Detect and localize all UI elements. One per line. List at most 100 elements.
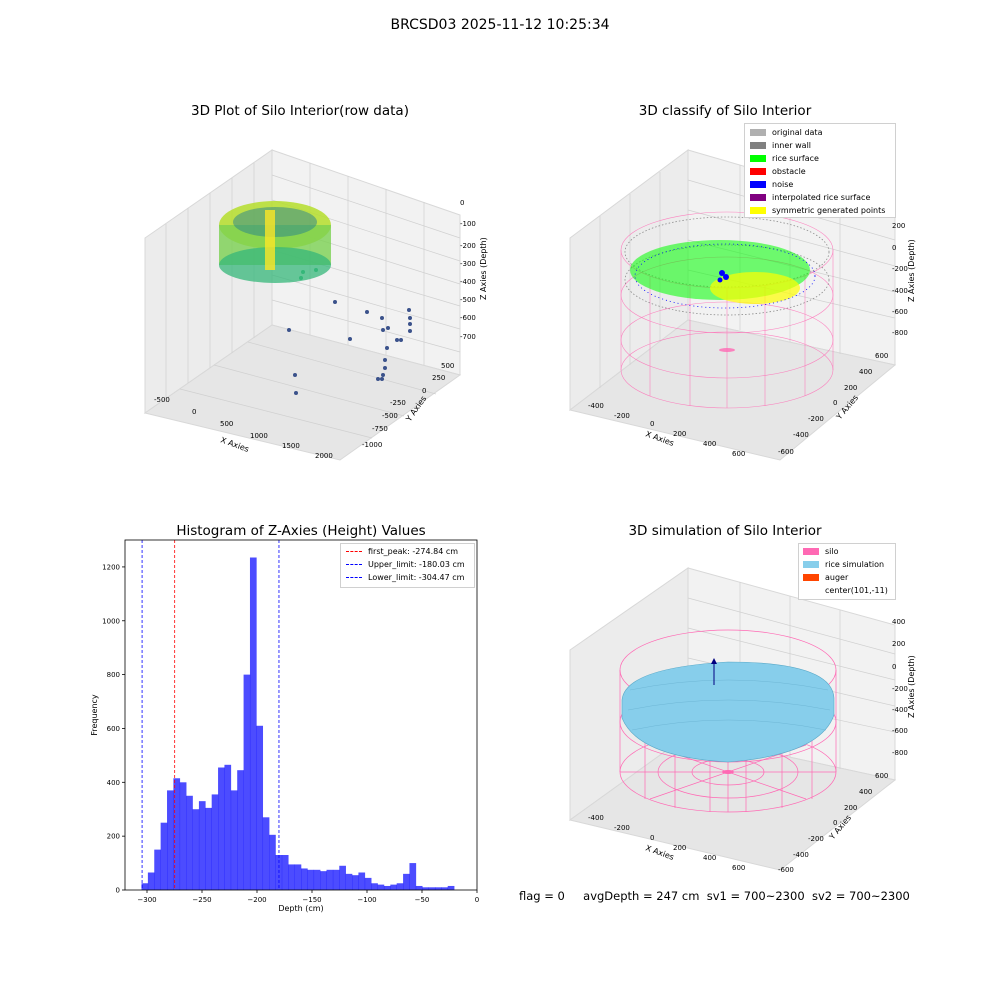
histogram-bar (160, 822, 168, 890)
legend-swatch (803, 587, 819, 594)
classify-ytick: -200 (808, 415, 824, 423)
histogram-bar (256, 725, 264, 890)
legend-label: noise (772, 180, 794, 189)
sim-ytick: -200 (808, 835, 824, 843)
legend-item: obstacle (750, 167, 806, 176)
sim-xlabel: X Axies (644, 843, 675, 862)
legend-label: symmetric generated points (772, 206, 886, 215)
raw-ztick: -600 (460, 314, 476, 322)
histogram-bar (345, 873, 353, 890)
classify-xtick: -200 (614, 412, 630, 420)
classify-ztick: 200 (892, 222, 905, 230)
legend-swatch (803, 561, 819, 568)
legend-swatch (750, 194, 766, 201)
legend-item: inner wall (750, 141, 811, 150)
y-tick-label: 1000 (102, 617, 120, 625)
histogram-bar (288, 864, 295, 890)
histogram-bar (383, 885, 391, 890)
histogram-chart: −300 −250 −200 −150 −100 −50 0 0 200 400 600 800 10… (90, 539, 479, 913)
classify-ytick: -400 (793, 431, 809, 439)
legend-label: obstacle (772, 167, 806, 176)
raw-ztick: -500 (460, 296, 476, 304)
figure-title: BRCSD03 2025-11-12 10:25:34 (390, 17, 610, 33)
histogram-frame (124, 539, 478, 891)
histogram-bar (390, 884, 397, 890)
histogram-bar (154, 849, 161, 890)
raw-xtick: -500 (154, 396, 170, 404)
simulation-3d-plot: -400 -200 0 200 400 600 600 400 200 0 -2… (568, 567, 916, 874)
sim-ytick: 200 (844, 804, 857, 812)
legend-swatch (750, 207, 766, 214)
raw-ztick: -100 (460, 220, 476, 228)
histogram-title: Histogram of Z-Axies (Height) Values (176, 523, 426, 539)
legend-label: Upper_limit: -180.03 cm (368, 560, 465, 569)
x-tick-label: −250 (192, 896, 211, 904)
histogram-bar (262, 817, 270, 890)
sim-ytick: 600 (875, 772, 888, 780)
sim-xtick: 200 (673, 844, 686, 852)
legend-swatch (346, 564, 362, 565)
histogram-bar (307, 869, 315, 890)
legend-item: symmetric generated points (750, 206, 885, 215)
status-footer: flag = 0 avgDepth = 247 cm sv1 = 700~230… (519, 889, 910, 903)
histogram-bar (447, 885, 455, 890)
raw-ytick: -1000 (362, 441, 382, 449)
avg-depth-text: avgDepth = 247 cm (583, 889, 700, 903)
histogram-bar (441, 887, 449, 890)
legend-item: center(101,-11) (803, 586, 888, 595)
histogram-bar (205, 807, 212, 890)
classify-xtick: -400 (588, 402, 604, 410)
legend-label: rice surface (772, 154, 819, 163)
raw-ytick: -750 (372, 425, 388, 433)
sim-ztick: -400 (892, 706, 908, 714)
histogram-bar (167, 790, 174, 890)
sim-ytick: -600 (778, 866, 794, 874)
classify-ytick: 0 (833, 399, 837, 407)
histogram-bar (422, 887, 429, 890)
legend-label: center(101,-11) (825, 586, 888, 595)
simulation-panel-title: 3D simulation of Silo Interior (628, 523, 822, 539)
histogram-bar (326, 869, 334, 890)
sim-xtick: -400 (588, 814, 604, 822)
histogram-bar (173, 778, 181, 890)
raw-ytick: -500 (382, 412, 398, 420)
histogram-bars (141, 557, 455, 890)
sim-xtick: 400 (703, 854, 716, 862)
histogram-bar (269, 834, 276, 890)
classify-xtick: 200 (673, 430, 686, 438)
histogram-bar (415, 885, 423, 890)
raw-ztick: -700 (460, 333, 476, 341)
histogram-bar (224, 764, 232, 890)
raw-xtick: 1500 (282, 442, 300, 450)
histogram-bar (141, 883, 149, 890)
legend-swatch (750, 142, 766, 149)
histogram-xlabel: Depth (cm) (278, 904, 323, 913)
histogram-bar (301, 868, 308, 890)
raw-zlabel: Z Axies (Depth) (479, 237, 488, 300)
histogram-bar (192, 809, 200, 890)
x-tick-label: −100 (357, 896, 376, 904)
classify-ytick: 600 (875, 352, 888, 360)
sim-ztick: -200 (892, 685, 908, 693)
raw-xtick: 2000 (315, 452, 333, 460)
x-tick-label: −200 (247, 896, 266, 904)
classify-legend: original data inner wall rice surface ob… (744, 123, 896, 218)
classify-ytick: 400 (859, 368, 872, 376)
simulation-legend: silo rice simulation auger center(101,-1… (798, 543, 896, 600)
sim-zlabel: Z Axies (Depth) (907, 655, 916, 718)
histogram-bar (358, 872, 366, 890)
sim-ytick: 0 (833, 819, 837, 827)
sim-xtick: 600 (732, 864, 745, 872)
legend-item: silo (803, 547, 839, 556)
histogram-bar (211, 794, 219, 890)
classify-xtick: 400 (703, 440, 716, 448)
raw-panel-title: 3D Plot of Silo Interior(row data) (191, 103, 409, 119)
legend-item: original data (750, 128, 822, 137)
histogram-bar (249, 557, 257, 890)
histogram-bar (198, 801, 206, 890)
classify-zlabel: Z Axies (Depth) (907, 239, 916, 302)
histogram-bar (352, 875, 359, 890)
histogram-bar (237, 770, 244, 890)
legend-label: original data (772, 128, 823, 137)
y-tick-label: 1200 (102, 563, 120, 571)
